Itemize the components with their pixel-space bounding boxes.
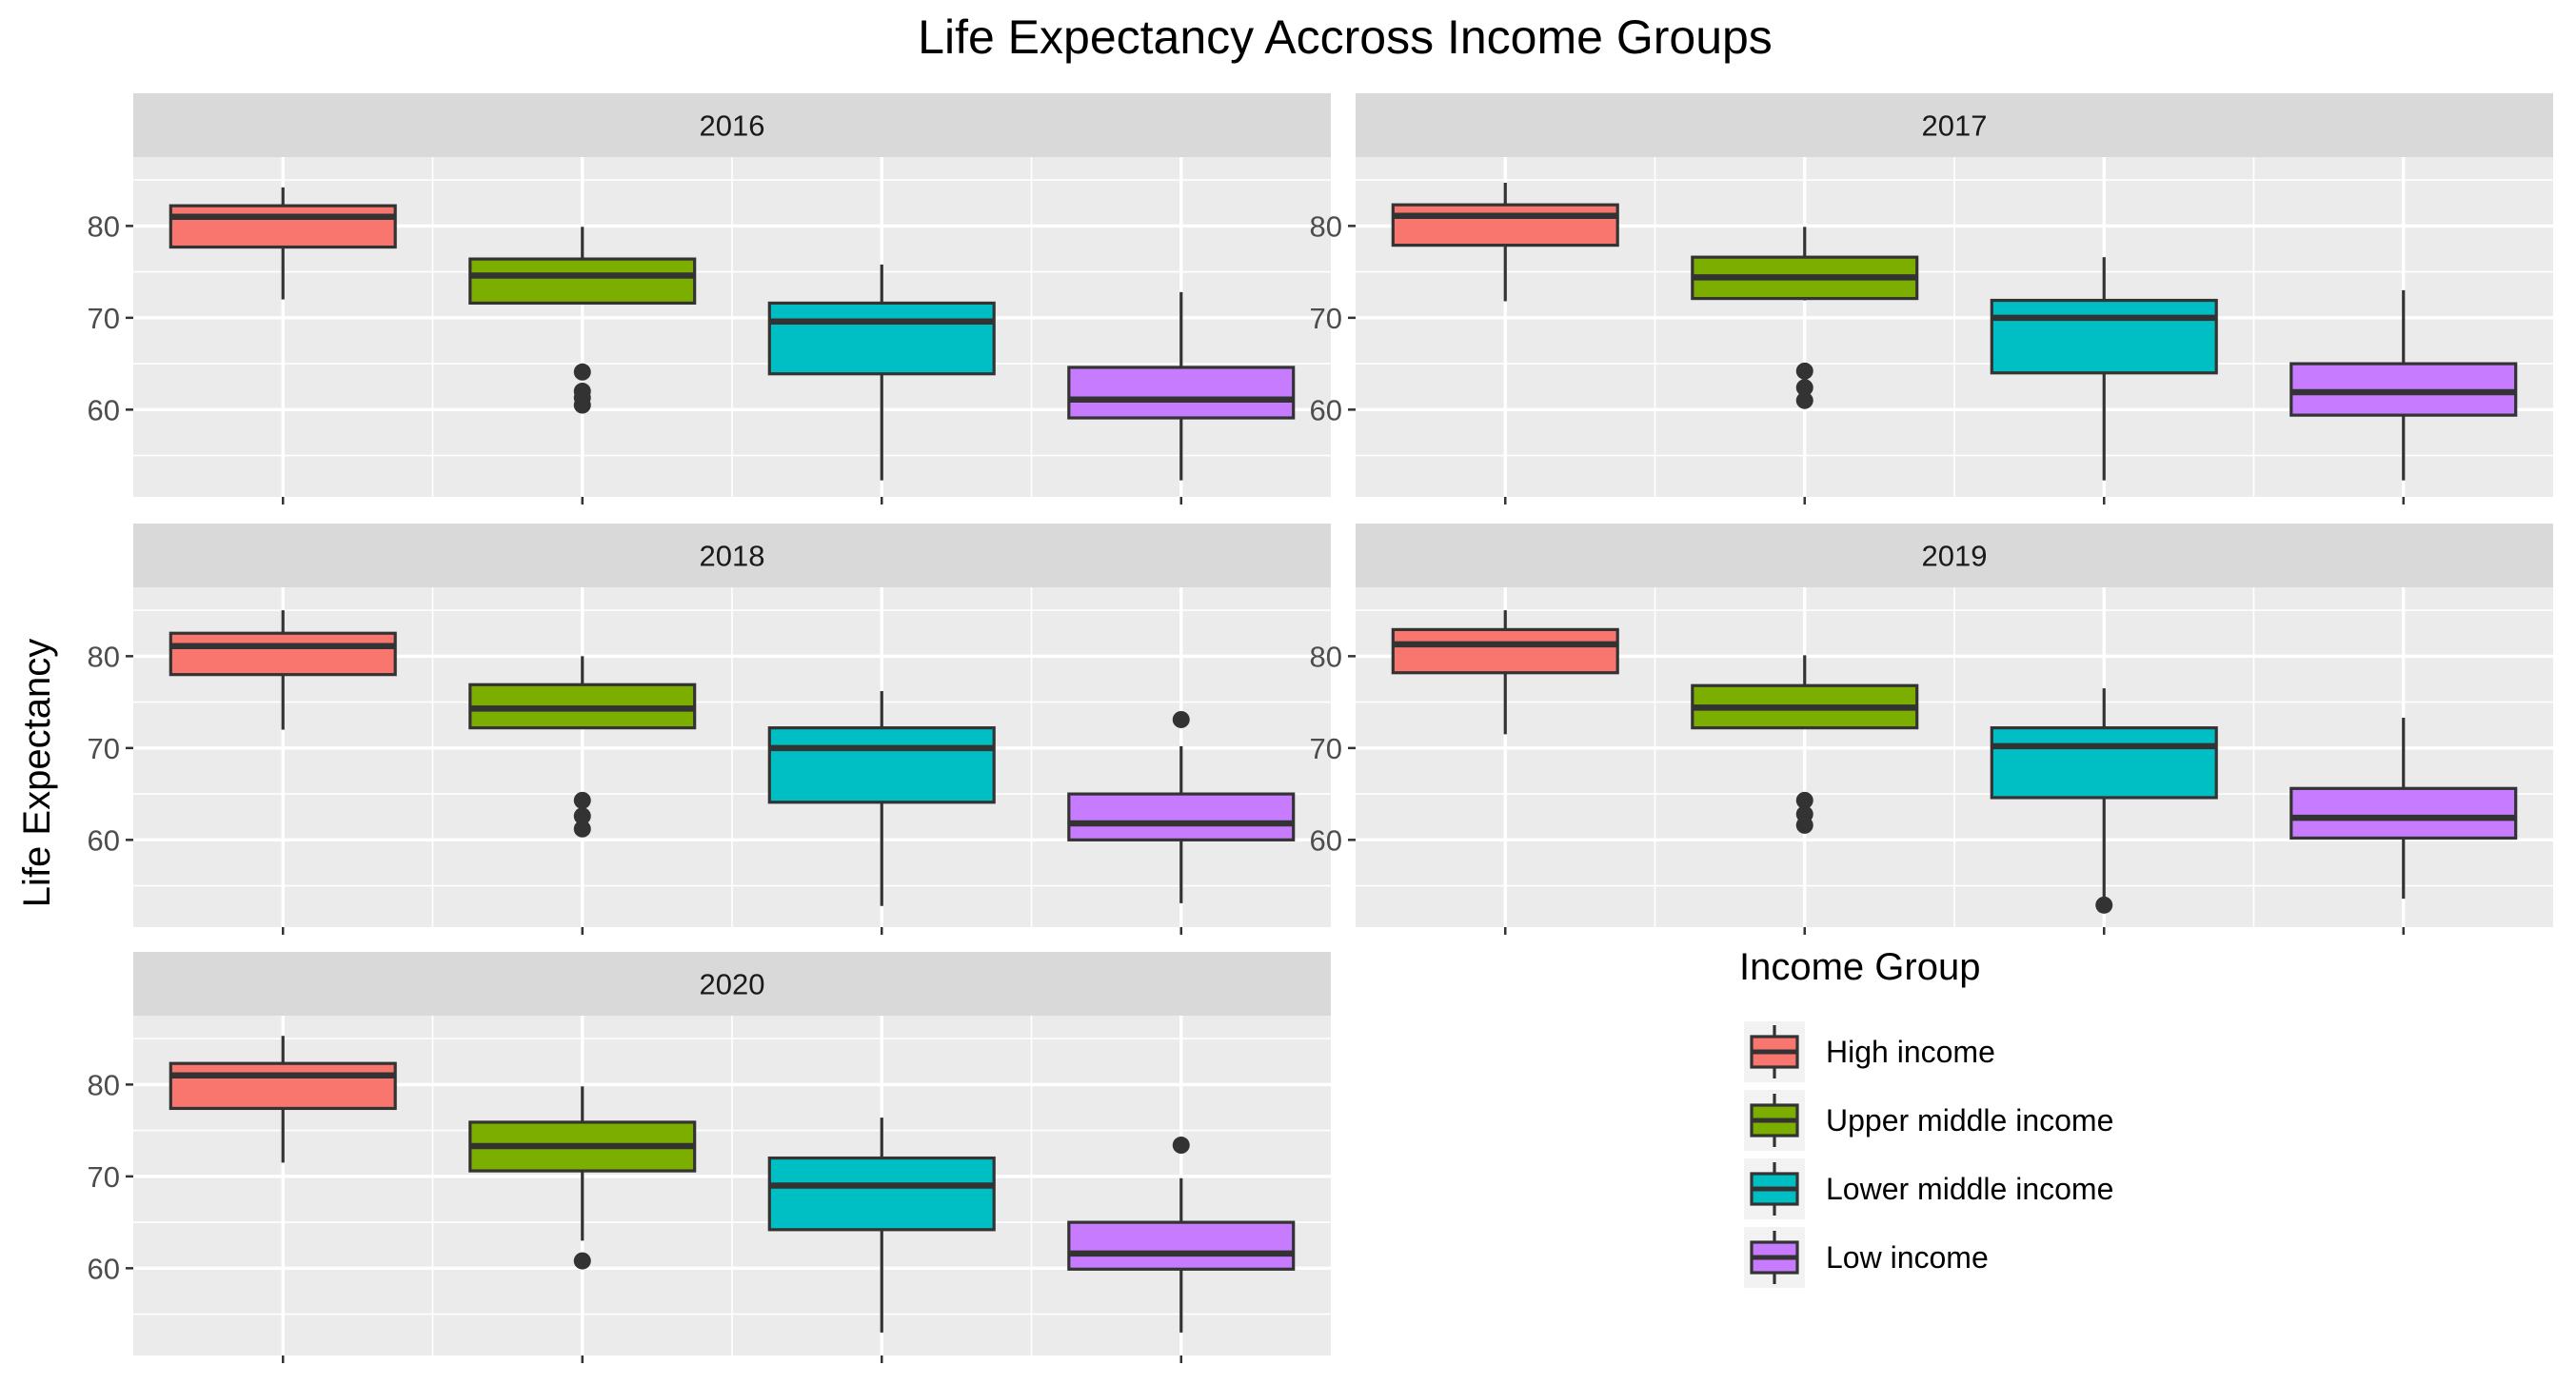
facet-strip (133, 93, 1331, 157)
legend-keys: High income Upper middle income Lower midd… (1744, 1021, 2113, 1288)
facet-panel-2016: 2016 60 70 80 (88, 93, 1331, 505)
box-lower-middle-income (767, 1118, 996, 1333)
outlier-point (1795, 391, 1813, 409)
y-tick-label: 60 (1310, 823, 1342, 857)
box-low-income (1067, 291, 1296, 481)
legend-key-high-income: High income (1744, 1021, 1995, 1082)
outlier-point (2095, 896, 2113, 914)
box-iqr (168, 631, 397, 677)
box-lower-middle-income (1990, 688, 2218, 914)
box-iqr (767, 1156, 996, 1232)
legend-key-upper-middle-income: Upper middle income (1744, 1090, 2113, 1151)
facet-strip-label: 2017 (1922, 109, 1988, 143)
facet-strip-label: 2020 (700, 968, 765, 1001)
box-iqr (1067, 366, 1296, 420)
box-upper-middle-income (468, 1086, 697, 1270)
box-lower-middle-income (767, 691, 996, 906)
box-upper-middle-income (1691, 227, 1919, 409)
outlier-point (1795, 379, 1813, 397)
facet-panels: 2016 60 70 80 2017 60 70 80 2018 60 70 80 2019 60 70 80… (88, 93, 2553, 1363)
chart-title: Life Expectancy Accross Income Groups (918, 10, 1773, 64)
facet-strip (133, 524, 1331, 587)
outlier-point (1795, 362, 1813, 380)
outlier-point (1795, 791, 1813, 809)
facet-strip (133, 952, 1331, 1016)
legend-entry-label: Upper middle income (1826, 1103, 2113, 1138)
facet-strip (1356, 93, 2553, 157)
outlier-point (573, 1252, 591, 1270)
box-iqr (1067, 792, 1296, 841)
legend-key-low-income: Low income (1744, 1227, 1989, 1288)
y-tick-label: 80 (88, 640, 120, 673)
box-high-income (168, 1036, 397, 1163)
box-iqr (1391, 627, 1619, 675)
box-upper-middle-income (1691, 655, 1919, 834)
box-lower-middle-income (767, 264, 996, 481)
box-low-income (2289, 289, 2518, 481)
facet-strip-label: 2016 (700, 109, 765, 143)
legend-entry-label: Lower middle income (1826, 1172, 2113, 1206)
y-tick-label: 70 (1310, 732, 1342, 765)
outlier-point (573, 807, 591, 825)
box-iqr (2289, 786, 2518, 841)
box-high-income (1391, 183, 1619, 302)
y-tick-label: 60 (88, 1252, 120, 1285)
y-tick-label: 60 (88, 823, 120, 857)
box-iqr (468, 257, 697, 306)
legend-title: Income Group (1739, 946, 1980, 988)
outlier-point (1795, 816, 1813, 834)
y-tick-label: 60 (1310, 393, 1342, 426)
box-upper-middle-income (468, 227, 697, 414)
facet-strip-label: 2019 (1922, 540, 1988, 573)
y-tick-label: 70 (1310, 302, 1342, 335)
box-upper-middle-income (468, 656, 697, 838)
facet-panel-2020: 2020 60 70 80 (88, 952, 1331, 1363)
box-high-income (1391, 610, 1619, 735)
outlier-point (1172, 710, 1190, 728)
facet-strip (1356, 524, 2553, 587)
box-iqr (168, 1061, 397, 1111)
box-iqr (767, 301, 996, 376)
y-tick-label: 80 (1310, 640, 1342, 673)
box-iqr (1990, 298, 2218, 375)
box-iqr (1391, 203, 1619, 247)
box-high-income (168, 187, 397, 300)
legend-key-lower-middle-income: Lower middle income (1744, 1158, 2113, 1219)
y-tick-label: 80 (88, 1068, 120, 1101)
box-iqr (168, 204, 397, 249)
box-low-income (1067, 1137, 1296, 1333)
y-tick-label: 70 (88, 302, 120, 335)
y-axis-label: Life Expectancy (16, 639, 58, 907)
legend: Income Group High income Upper middle inc… (1739, 946, 2113, 1288)
box-low-income (1067, 710, 1296, 903)
box-high-income (168, 610, 397, 730)
outlier-point (573, 396, 591, 414)
box-iqr (1067, 1220, 1296, 1271)
outlier-point (1172, 1137, 1190, 1155)
legend-entry-label: High income (1826, 1035, 1995, 1069)
facet-panel-2018: 2018 60 70 80 (88, 524, 1331, 935)
y-tick-label: 70 (88, 732, 120, 765)
outlier-point (573, 363, 591, 381)
box-lower-middle-income (1990, 257, 2218, 481)
y-tick-label: 60 (88, 393, 120, 426)
outlier-point (573, 791, 591, 809)
box-iqr (1990, 726, 2218, 800)
y-tick-label: 80 (1310, 209, 1342, 243)
facet-strip-label: 2018 (700, 540, 765, 573)
box-iqr (767, 726, 996, 804)
facet-panel-2017: 2017 60 70 80 (1310, 93, 2553, 505)
legend-entry-label: Low income (1826, 1240, 1989, 1275)
facet-panel-2019: 2019 60 70 80 (1310, 524, 2553, 935)
y-tick-label: 80 (88, 209, 120, 243)
outlier-point (573, 820, 591, 838)
y-tick-label: 70 (88, 1160, 120, 1194)
box-low-income (2289, 718, 2518, 900)
